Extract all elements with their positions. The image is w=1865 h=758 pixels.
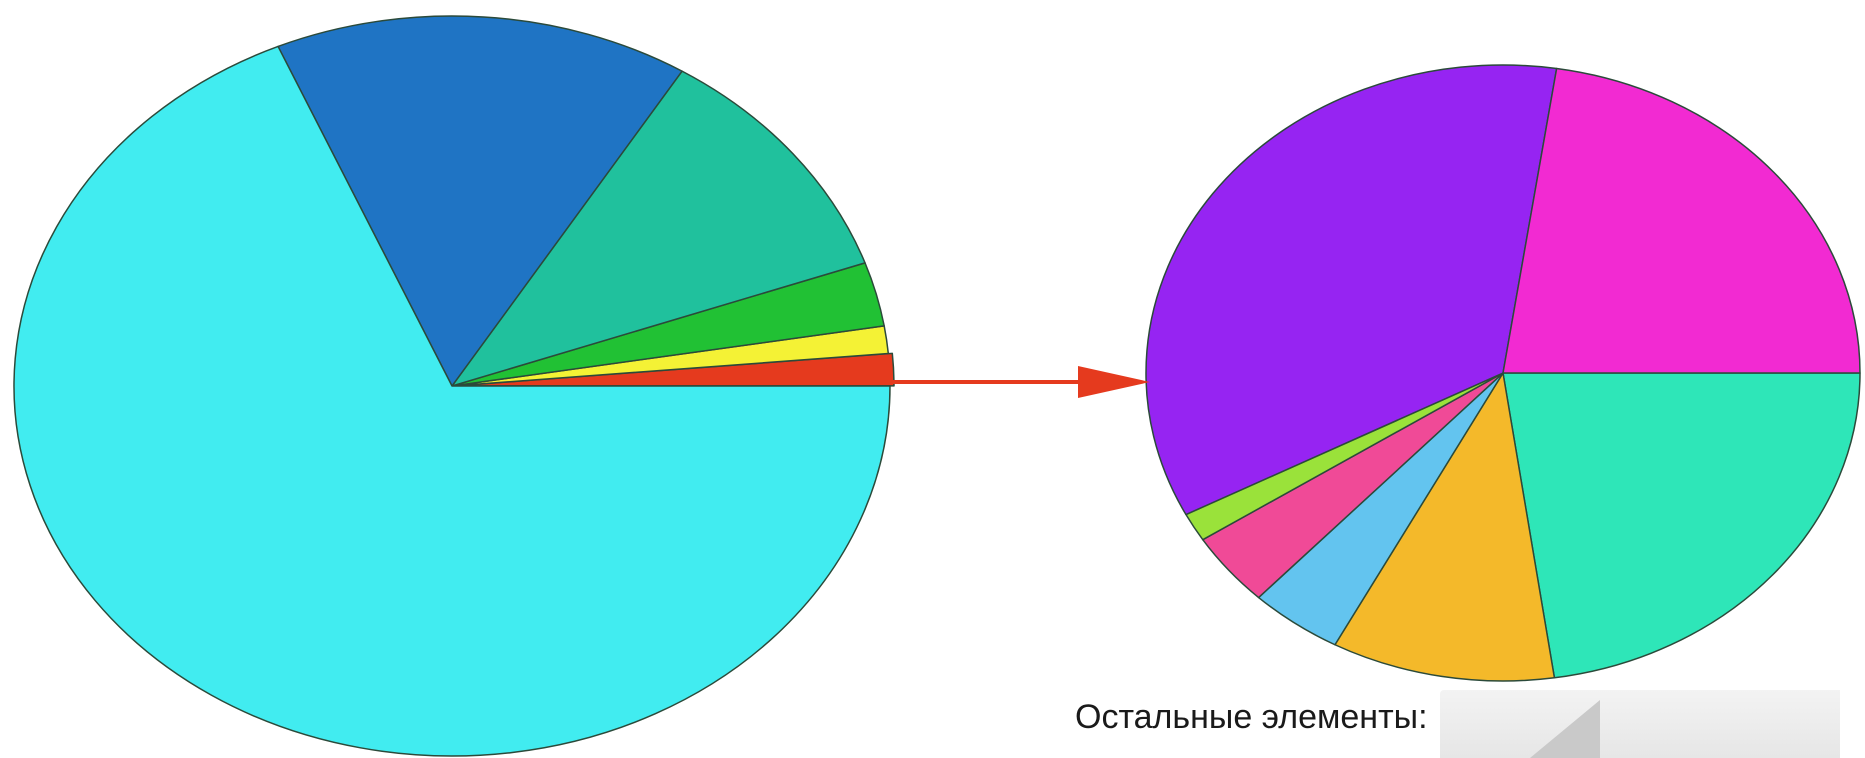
watermark-logo bbox=[1530, 700, 1600, 758]
secondary-slice-6 bbox=[1145, 64, 1558, 516]
main-pie bbox=[13, 15, 895, 757]
secondary-slice-7 bbox=[1502, 67, 1861, 374]
main-slice-5 bbox=[277, 15, 683, 387]
secondary-pie bbox=[1145, 64, 1861, 682]
other-elements-caption: Остальные элементы: bbox=[1075, 698, 1428, 736]
watermark-panel bbox=[1440, 690, 1840, 758]
secondary-slice-1 bbox=[1502, 372, 1861, 679]
connector-arrow-head bbox=[1078, 366, 1150, 398]
main-slice-6 bbox=[13, 45, 891, 757]
main-slice-4 bbox=[451, 70, 866, 387]
connector-arrow bbox=[890, 366, 1150, 398]
secondary-slice-2 bbox=[1334, 372, 1556, 682]
